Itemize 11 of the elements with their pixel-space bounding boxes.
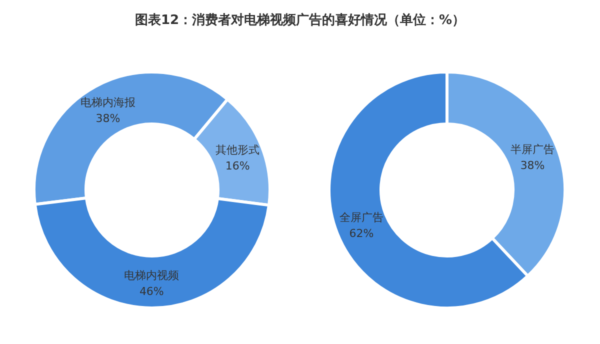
- slice-label: 电梯内视频: [124, 269, 180, 282]
- slice-label: 半屏广告: [510, 143, 555, 156]
- data-label: 46%: [139, 285, 164, 298]
- data-label: 38%: [96, 112, 120, 126]
- data-label: 16%: [225, 159, 250, 172]
- slice-label: 全屏广告: [339, 210, 384, 224]
- data-label: 38%: [520, 159, 545, 172]
- text: 图表12：消费者对电梯视频广告的喜好情况（单位：%）: [134, 12, 466, 28]
- data-label: 62%: [349, 226, 374, 240]
- slice-label: 电梯内海报: [80, 96, 136, 110]
- slice-label: 其他形式: [216, 143, 260, 156]
